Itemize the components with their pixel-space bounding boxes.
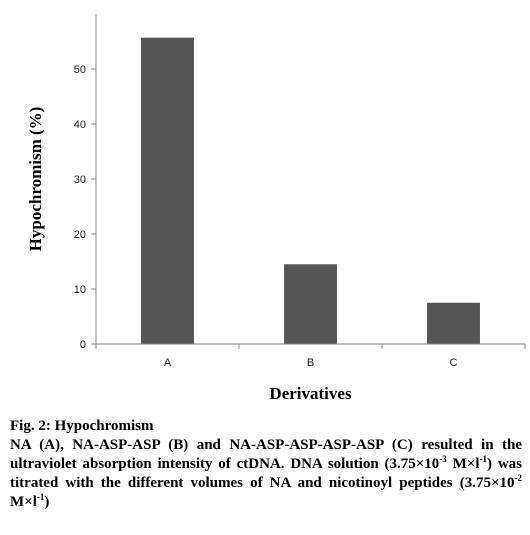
bar-C	[427, 302, 480, 344]
y-tick-label-30: 30	[74, 174, 86, 186]
y-tick-label-20: 20	[74, 229, 86, 241]
bars-group	[141, 37, 480, 345]
y-ticks-group: 0 10 20 30 40 50	[74, 64, 96, 351]
y-tick-label-50: 50	[74, 64, 86, 76]
x-axis-title: Derivatives	[269, 384, 352, 403]
caption-text-2: M×l	[446, 456, 480, 472]
caption-exp-3: -2	[514, 473, 523, 483]
x-ticks-group: A B C	[95, 344, 526, 369]
bar-B	[284, 264, 337, 344]
caption-text-5: )	[44, 494, 50, 510]
caption-title: Fig. 2: Hypochromism	[10, 418, 154, 434]
x-tick-label-B: B	[307, 357, 314, 369]
caption-exp-2: -1	[479, 454, 488, 464]
caption-exp-4: -1	[36, 492, 45, 502]
y-tick-label-10: 10	[74, 284, 86, 296]
y-axis-title: Hypochromism (%)	[26, 107, 45, 252]
bar-A	[141, 37, 194, 345]
y-tick-label-40: 40	[74, 119, 86, 131]
caption-text-4: M×l	[10, 494, 37, 510]
x-tick-label-A: A	[164, 357, 172, 369]
y-tick-label-0: 0	[80, 339, 86, 351]
figure-caption: Fig. 2: Hypochromism NA (A), NA-ASP-ASP …	[10, 417, 522, 512]
caption-text-3: ) was titrated with the different volume…	[10, 456, 523, 491]
caption-exp-1: -3	[439, 454, 447, 464]
caption-body: NA (A), NA-ASP-ASP (B) and NA-ASP-ASP-AS…	[10, 436, 522, 512]
caption-text-1: NA (A), NA-ASP-ASP (B) and NA-ASP-ASP-AS…	[10, 437, 522, 472]
x-tick-label-C: C	[450, 357, 458, 369]
bar-chart: 0 10 20 30 40 50 A B C Derivatives Hypochromism…	[26, 14, 526, 403]
